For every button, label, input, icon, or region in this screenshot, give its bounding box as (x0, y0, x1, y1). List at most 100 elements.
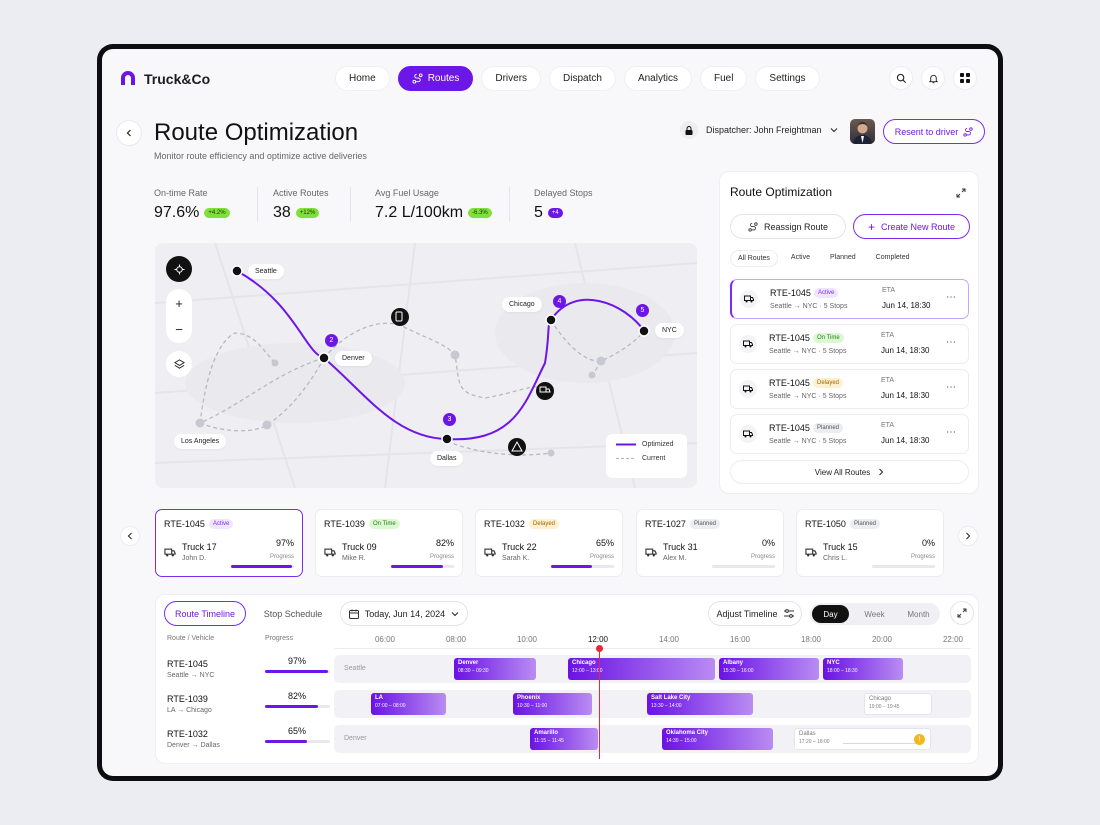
progress-bar (712, 565, 775, 568)
reassign-route-button[interactable]: Reassign Route (730, 214, 846, 239)
nav-item-dispatch[interactable]: Dispatch (549, 66, 616, 91)
tab-planned[interactable]: Planned (829, 254, 856, 261)
zoom-out-button[interactable]: − (175, 321, 183, 337)
page-subtitle: Monitor route efficiency and optimize ac… (154, 151, 367, 161)
stop-segment[interactable]: Phoenix 10:30 – 11:00 (513, 693, 592, 715)
more-icon[interactable]: ⋯ (946, 427, 956, 438)
nav-label: Settings (769, 73, 806, 84)
route-map[interactable]: Seattle Denver Los Angeles Dallas Chicag… (155, 243, 697, 488)
tab-all-routes[interactable]: All Routes (730, 250, 778, 267)
more-icon[interactable]: ⋯ (946, 337, 956, 348)
fuel-station-icon[interactable] (391, 308, 409, 326)
route-list-item[interactable]: RTE-1045 On Time Seattle → NYC · 5 Stops… (730, 324, 969, 364)
resend-label: Resent to driver (894, 126, 959, 137)
chevron-down-icon (451, 611, 459, 616)
tab-stop-schedule[interactable]: Stop Schedule (263, 608, 323, 619)
route-icon (748, 221, 758, 232)
nav-item-fuel[interactable]: Fuel (699, 66, 748, 91)
brand-logo[interactable]: Truck&Co (118, 69, 210, 89)
vehicle-card[interactable]: RTE-1027 Planned Truck 31 Alex M. 0% Pro… (636, 509, 784, 577)
apps-button[interactable] (953, 66, 977, 90)
nav-item-routes[interactable]: Routes (397, 66, 474, 91)
notifications-button[interactable] (921, 66, 945, 90)
hour-tick: 08:00 (445, 635, 467, 644)
vehicle-card[interactable]: RTE-1045 Active Truck 17 John D. 97% Pro… (155, 509, 303, 577)
carousel-prev-button[interactable] (120, 526, 140, 546)
tab-route-timeline[interactable]: Route Timeline (164, 601, 246, 626)
adjust-timeline-button[interactable]: Adjust Timeline (708, 601, 802, 626)
create-new-route-button[interactable]: + Create New Route (853, 214, 970, 239)
stop-segment[interactable]: Salt Lake City 13:30 – 14:00 (647, 693, 753, 715)
stop-segment[interactable]: Albany 15:30 – 16:00 (719, 658, 819, 680)
map-node-chicago[interactable] (545, 314, 557, 326)
map-node-seattle[interactable] (231, 265, 243, 277)
hour-tick: 20:00 (871, 635, 893, 644)
stop-name: Albany (723, 660, 744, 666)
route-list-item[interactable]: RTE-1045 Active Seattle → NYC · 5 Stops … (730, 279, 969, 319)
stop-segment[interactable]: NYC 18:00 – 18:30 (823, 658, 903, 680)
zoom-in-button[interactable]: + (175, 295, 183, 311)
stop-time: 12:00 – 13:00 (572, 668, 603, 674)
city-label-dallas: Dallas (430, 451, 464, 466)
nav-item-analytics[interactable]: Analytics (623, 66, 692, 91)
page-title: Route Optimization (154, 119, 359, 146)
map-node-nyc[interactable] (638, 325, 650, 337)
route-path: Seattle → NYC · 5 Stops (770, 303, 848, 310)
vehicle-card[interactable]: RTE-1032 Delayed Truck 22 Sarah K. 65% P… (475, 509, 623, 577)
view-all-routes-button[interactable]: View All Routes (730, 460, 969, 484)
grid-icon (960, 73, 970, 83)
stop-segment[interactable]: Amarillo 11:15 – 11:45 (530, 728, 598, 750)
stop-segment[interactable]: Oklahoma City 14:30 – 15:00 (662, 728, 773, 750)
expand-button[interactable] (950, 601, 974, 625)
expand-button[interactable] (956, 185, 966, 203)
route-list-item[interactable]: RTE-1045 Planned Seattle → NYC · 5 Stops… (730, 414, 969, 454)
nav-item-home[interactable]: Home (335, 66, 390, 91)
stop-segment[interactable]: LA 07:00 – 08:00 (371, 693, 446, 715)
recenter-button[interactable] (166, 256, 192, 282)
layers-button[interactable] (166, 351, 192, 377)
route-icon (412, 73, 423, 84)
timeline-row[interactable]: RTE-1039 LA → Chicago 82% LA 07:00 – 08:0… (156, 687, 980, 721)
more-icon[interactable]: ⋯ (946, 382, 956, 393)
nav-item-settings[interactable]: Settings (755, 66, 820, 91)
tab-completed[interactable]: Completed (875, 254, 910, 261)
timeline-row[interactable]: RTE-1032 Denver → Dallas 65% Denver Amar… (156, 722, 980, 756)
avatar[interactable] (850, 119, 875, 144)
warning-icon[interactable]: ! (914, 734, 925, 745)
driver-name: John D. (182, 555, 207, 562)
tab-active[interactable]: Active (790, 254, 810, 261)
range-day[interactable]: Day (812, 605, 849, 623)
stop-name: Denver (458, 660, 479, 666)
truck-icon (739, 335, 757, 353)
timeline-row[interactable]: RTE-1045 Seattle → NYC 97% Seattle Denve… (156, 652, 980, 686)
stop-name: Phoenix (517, 695, 541, 701)
stop-time: 08:30 – 09:30 (458, 668, 489, 674)
map-node-denver[interactable] (318, 352, 330, 364)
carousel-next-button[interactable] (958, 526, 978, 546)
vehicle-card[interactable]: RTE-1039 On Time Truck 09 Mike R. 82% Pr… (315, 509, 463, 577)
truck-marker-icon[interactable] (536, 382, 554, 400)
range-month[interactable]: Month (907, 609, 930, 619)
route-list-item[interactable]: RTE-1045 Delayed Seattle → NYC · 5 Stops… (730, 369, 969, 409)
date-picker[interactable]: Today, Jun 14, 2024 (340, 601, 468, 626)
hour-tick: 12:00 (587, 635, 609, 644)
stop-segment[interactable]: Denver 08:30 – 09:30 (454, 658, 536, 680)
stop-segment[interactable]: Chicago 12:00 – 13:00 (568, 658, 715, 680)
back-button[interactable] (116, 120, 142, 146)
nav-item-drivers[interactable]: Drivers (481, 66, 542, 91)
vehicle-card[interactable]: RTE-1050 Planned Truck 15 Chris L. 0% Pr… (796, 509, 944, 577)
panel-title: Route Optimization (730, 185, 833, 199)
optimized-route-line (236, 270, 645, 441)
resend-to-driver-button[interactable]: Resent to driver (883, 119, 985, 144)
stop-segment[interactable]: Chicago 19:00 – 19:45 (864, 693, 932, 715)
kpi-value: 97.6% (154, 204, 200, 221)
more-icon[interactable]: ⋯ (946, 292, 956, 303)
range-week[interactable]: Week (864, 609, 885, 619)
warning-marker-icon[interactable] (508, 438, 526, 456)
search-button[interactable] (889, 66, 913, 90)
divider (509, 187, 510, 222)
map-node-dallas[interactable] (441, 433, 453, 445)
stop-segment[interactable]: Dallas 17:20 – 18:00 ! (794, 728, 931, 750)
dispatcher-select[interactable]: Dispatcher: John Freightman (680, 121, 838, 139)
stop-badge: 2 (325, 334, 338, 347)
